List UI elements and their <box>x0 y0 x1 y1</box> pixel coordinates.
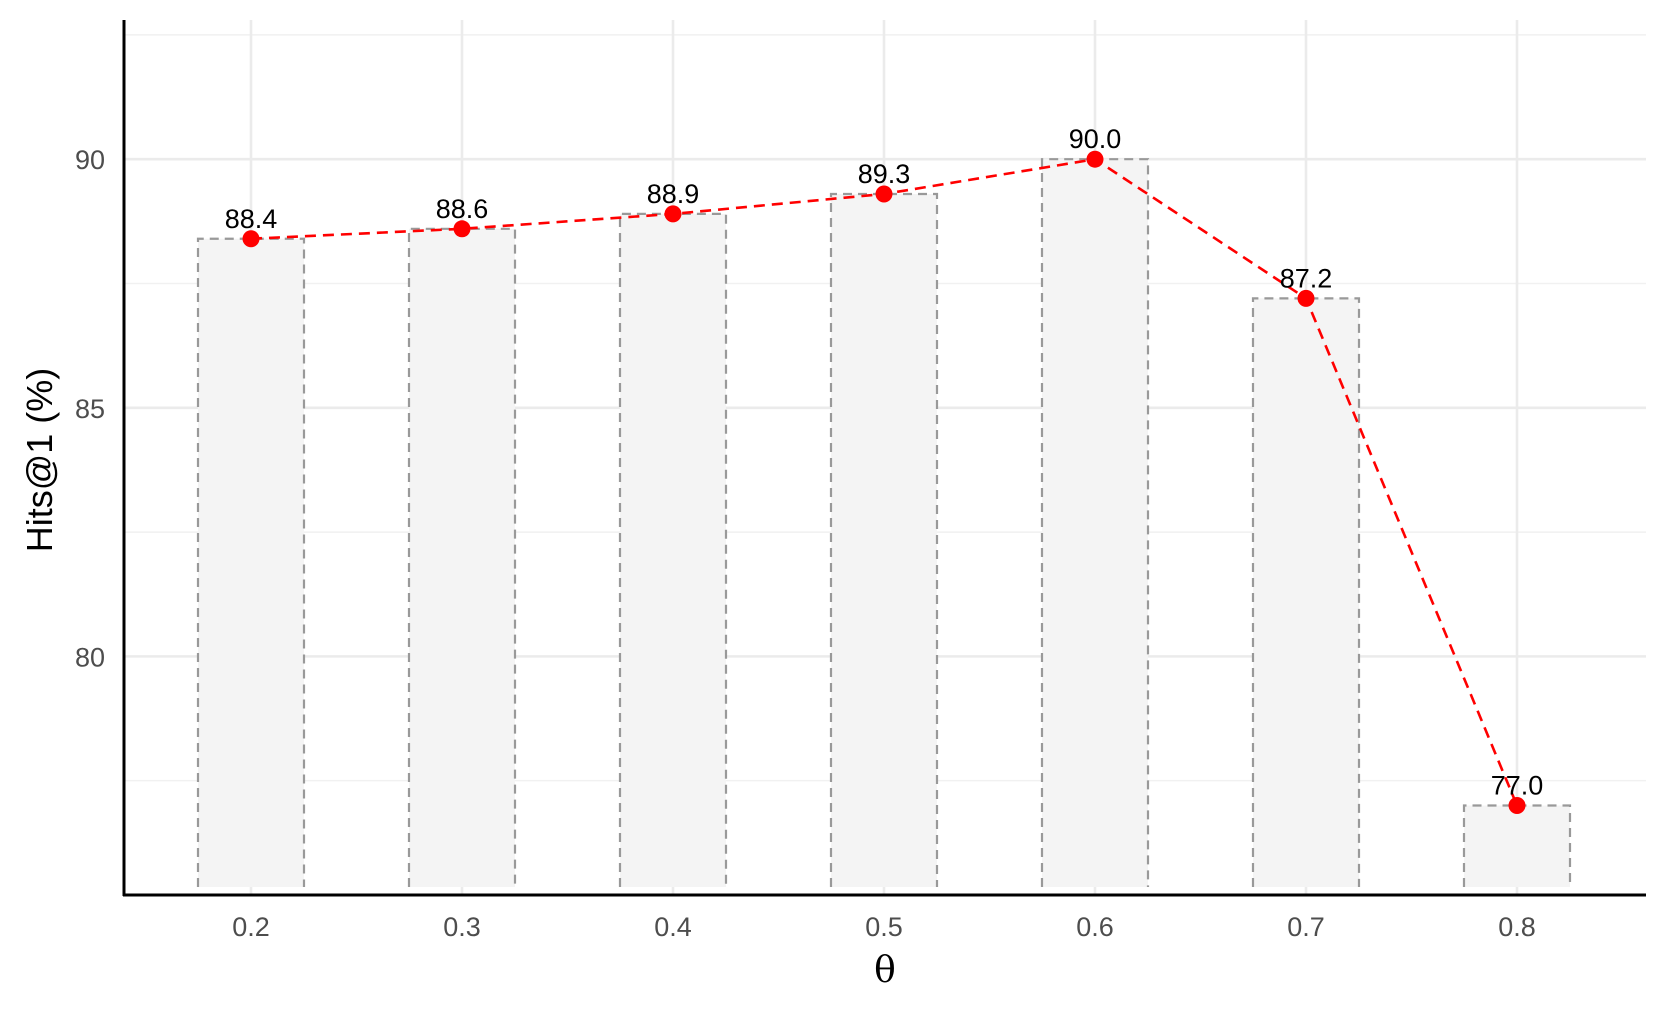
x-tick-label: 0.2 <box>232 912 270 942</box>
y-tick-label: 90 <box>75 145 105 175</box>
x-tick-label: 0.5 <box>865 912 903 942</box>
bars <box>196 158 1572 888</box>
data-labels: 88.4 88.6 88.9 89.3 90.0 87.2 77.0 <box>225 124 1544 800</box>
data-label: 89.3 <box>858 159 911 189</box>
bar-fill <box>1042 159 1148 888</box>
y-axis-title: Hits@1 (%) <box>19 368 60 553</box>
data-point <box>242 230 260 248</box>
x-tick-label: 0.3 <box>443 912 481 942</box>
data-point <box>1086 150 1104 168</box>
data-point <box>1297 289 1315 307</box>
x-tick-label: 0.4 <box>654 912 692 942</box>
bar-outline <box>829 192 939 887</box>
bar-fill <box>198 238 304 887</box>
data-label: 90.0 <box>1069 124 1122 154</box>
data-point <box>664 205 682 223</box>
bar-fill <box>620 213 726 888</box>
bar-fill <box>831 194 937 887</box>
data-label: 88.6 <box>436 194 489 224</box>
data-point <box>875 185 893 203</box>
data-label: 88.4 <box>225 204 278 234</box>
data-label: 77.0 <box>1491 771 1544 801</box>
data-point <box>1508 797 1526 815</box>
x-axis-title: θ <box>874 950 896 991</box>
tick-labels: 80 85 90 0.2 0.3 0.4 0.5 0.6 0.7 0.8 <box>75 145 1536 942</box>
x-tick-label: 0.6 <box>1076 912 1114 942</box>
x-tick-label: 0.8 <box>1498 912 1536 942</box>
y-tick-label: 80 <box>75 642 105 672</box>
bar-outline <box>1462 804 1572 887</box>
bar-fill <box>1253 298 1359 888</box>
axes <box>122 20 1646 897</box>
data-label: 87.2 <box>1280 263 1333 293</box>
bar-fill <box>409 228 515 887</box>
x-tick-label: 0.7 <box>1287 912 1325 942</box>
data-point <box>453 220 471 238</box>
y-tick-label: 85 <box>75 394 105 424</box>
bar-fill <box>1464 805 1570 887</box>
data-points <box>242 150 1526 815</box>
data-label: 88.9 <box>647 179 700 209</box>
